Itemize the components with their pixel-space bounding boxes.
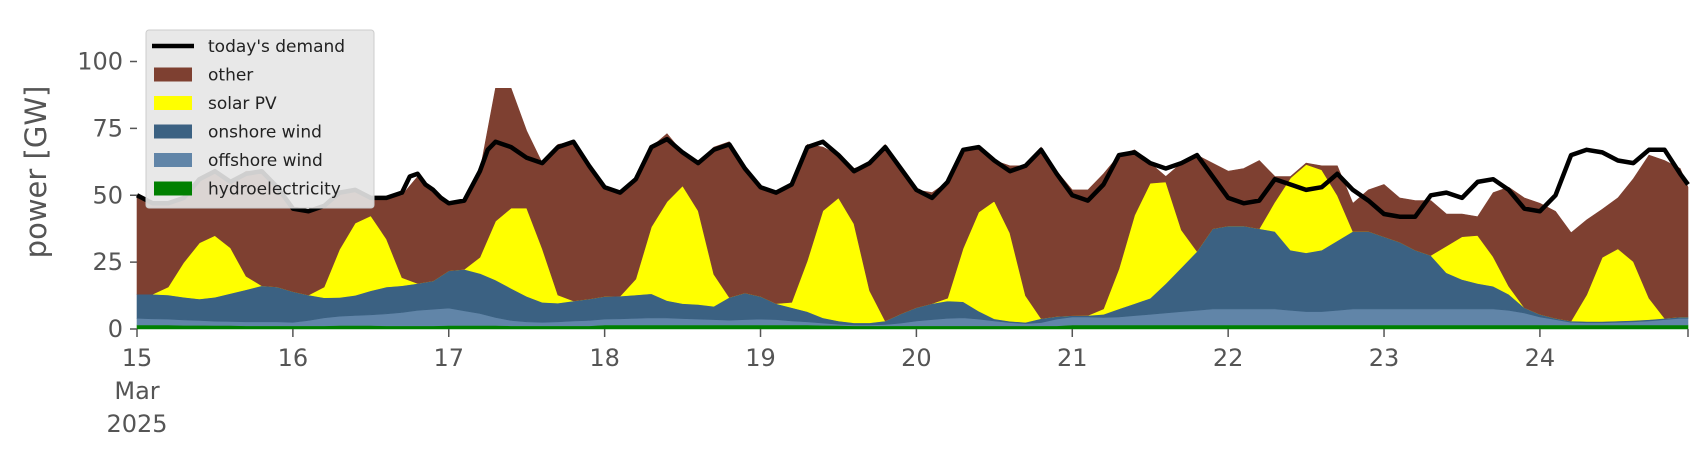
x-tick-label: 20 [901, 344, 932, 372]
x-tick-label: 16 [278, 344, 309, 372]
x-axis: 15 Mar 2025 16 17 18 19 20 21 22 23 24 [106, 329, 1689, 438]
legend-label-hydro: hydroelectricity [208, 180, 341, 200]
x-tick-label: 19 [745, 344, 776, 372]
x-tick-label: 23 [1369, 344, 1400, 372]
y-tick-label: 0 [108, 315, 123, 343]
stacked-areas [136, 88, 1689, 330]
x-tick-label: 18 [589, 344, 620, 372]
x-tick-label-line: 17 [433, 344, 464, 372]
x-tick-label: 22 [1213, 344, 1244, 372]
legend-swatch-onshore [154, 124, 192, 139]
y-tick-label: 25 [92, 248, 123, 276]
y-axis: 0 25 50 75 100 [77, 48, 137, 343]
x-tick-label: 24 [1525, 344, 1556, 372]
legend-swatch-hydro [154, 181, 192, 196]
x-tick-label-line: 22 [1213, 344, 1244, 372]
legend-label-onshore: onshore wind [208, 123, 322, 143]
legend: today's demand other solar PV onshore wind o… [145, 29, 375, 209]
x-tick-label-line: 15 [122, 344, 153, 372]
legend-swatch-solar [154, 96, 192, 110]
x-tick-label-line: 19 [745, 344, 776, 372]
x-tick-label: 15 Mar 2025 [106, 344, 167, 438]
x-tick-label-line: 20 [901, 344, 932, 372]
x-tick-label-line: 21 [1057, 344, 1088, 372]
legend-swatch-offshore [154, 153, 192, 167]
y-tick-label: 100 [77, 48, 123, 76]
legend-box [145, 29, 375, 209]
y-tick-label: 50 [92, 181, 123, 209]
legend-swatch-other [154, 67, 192, 82]
area-other [136, 88, 1689, 322]
x-tick-label-line: 23 [1369, 344, 1400, 372]
y-axis-label: power [GW] [19, 86, 53, 259]
x-tick-label-line: 16 [278, 344, 309, 372]
demand-layer [135, 136, 1690, 219]
x-tick-label: 17 [433, 344, 464, 372]
demand-line [135, 136, 1690, 219]
legend-label-demand: today's demand [208, 37, 345, 57]
x-tick-label-line: 24 [1525, 344, 1556, 372]
x-tick-label-line: Mar [114, 377, 159, 405]
x-tick-label-line: 2025 [106, 410, 167, 438]
legend-label-solar: solar PV [208, 94, 277, 114]
legend-label-other: other [208, 66, 253, 86]
legend-label-offshore: offshore wind [208, 151, 323, 171]
y-tick-label: 75 [92, 114, 123, 142]
x-tick-label-line: 18 [589, 344, 620, 372]
x-tick-label: 21 [1057, 344, 1088, 372]
